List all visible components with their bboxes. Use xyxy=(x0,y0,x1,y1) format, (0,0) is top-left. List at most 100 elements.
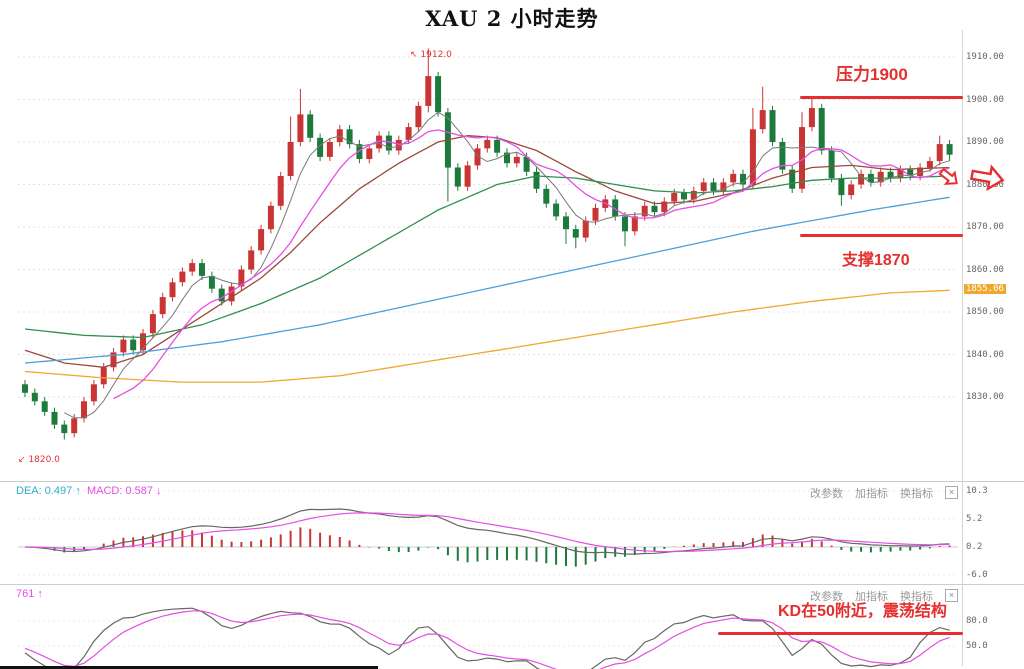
candle xyxy=(90,384,97,402)
candle xyxy=(100,367,107,385)
macd-value: MACD: 0.587 ↓ xyxy=(86,485,162,497)
main-price-chart[interactable] xyxy=(0,30,1024,487)
candle xyxy=(887,171,894,179)
peak-price-marker: ↖ 1912.0 xyxy=(410,50,452,60)
candle xyxy=(838,178,845,196)
candle xyxy=(858,173,865,185)
window-edge-bar xyxy=(0,666,378,669)
candle xyxy=(81,401,87,419)
resistance-line xyxy=(800,96,963,99)
kd-underline xyxy=(718,632,963,635)
axis-separator xyxy=(962,30,963,666)
candle xyxy=(366,148,373,159)
candle xyxy=(612,199,619,217)
candle xyxy=(248,250,255,270)
candle xyxy=(681,193,687,200)
candle xyxy=(759,110,766,130)
ma-line xyxy=(24,610,950,669)
candle xyxy=(946,144,953,155)
kdj-toolbar: 改参数 加指标 换指标 × xyxy=(798,587,958,605)
candle xyxy=(31,392,38,402)
ma-line xyxy=(24,508,950,555)
candle xyxy=(346,129,353,145)
candle xyxy=(395,139,402,151)
candle xyxy=(789,169,796,189)
low-price-marker: ↙ 1820.0 xyxy=(18,455,60,465)
candle xyxy=(671,193,678,202)
candle xyxy=(120,339,127,353)
chart-title: XAU 2 小时走势 xyxy=(425,6,599,31)
price-axis-label: 1840.00 xyxy=(966,349,1004,360)
kdj-readout: 761 ↑ xyxy=(16,588,43,600)
candle xyxy=(199,263,205,276)
kdj-axis-label: 80.0 xyxy=(966,616,988,626)
close-indicator-button[interactable]: × xyxy=(945,589,958,603)
candle xyxy=(661,201,668,213)
candle xyxy=(690,190,697,200)
peak-price-label: 1912.0 xyxy=(420,50,452,60)
candle xyxy=(877,171,884,183)
candle xyxy=(700,182,707,191)
indicator-toolbar-button[interactable]: 换指标 xyxy=(900,488,933,500)
price-axis-label: 1870.00 xyxy=(966,222,1004,232)
macd-panel-chart[interactable] xyxy=(0,482,1024,588)
big-right-arrow-icon xyxy=(970,164,1005,192)
candle xyxy=(769,110,776,142)
candle xyxy=(376,135,383,149)
indicator-toolbar-button[interactable]: 改参数 xyxy=(810,591,843,603)
candle xyxy=(513,156,520,164)
candle xyxy=(326,142,333,157)
candle xyxy=(779,142,786,170)
indicator-toolbar-button[interactable]: 加指标 xyxy=(855,591,888,603)
close-indicator-button[interactable]: × xyxy=(945,486,958,500)
ma-line xyxy=(113,129,950,400)
ma-line xyxy=(64,111,950,419)
candle xyxy=(523,156,530,172)
dea-value: DEA: 0.497 ↑ xyxy=(16,485,81,497)
candle xyxy=(848,184,855,196)
candle xyxy=(454,167,461,187)
macd-toolbar: 改参数 加指标 换指标 × xyxy=(798,484,958,502)
price-axis-label: 1900.00 xyxy=(966,94,1004,105)
price-axis-label: 1890.00 xyxy=(966,137,1004,147)
candle xyxy=(208,275,215,289)
kdj-panel-chart[interactable] xyxy=(0,585,1024,669)
ma-line xyxy=(24,175,950,339)
candle xyxy=(936,144,943,162)
candle xyxy=(287,142,294,176)
indicator-toolbar-button[interactable]: 加指标 xyxy=(855,488,888,500)
candle xyxy=(818,108,825,151)
macd-axis-label: 5.2 xyxy=(966,514,983,524)
candle xyxy=(533,171,540,189)
panel-separator xyxy=(0,481,1024,482)
price-axis-label: 1850.00 xyxy=(966,307,1004,317)
candle xyxy=(61,424,68,434)
candle xyxy=(405,127,412,140)
candle xyxy=(651,205,658,213)
candle xyxy=(710,182,717,191)
candle xyxy=(385,135,392,151)
candle xyxy=(130,339,137,351)
indicator-toolbar-button[interactable]: 换指标 xyxy=(900,591,933,603)
candle xyxy=(641,205,648,217)
candle xyxy=(808,108,815,128)
candle xyxy=(799,127,805,189)
price-axis-label: 1860.00 xyxy=(966,264,1004,275)
ma-line xyxy=(24,196,950,364)
candle xyxy=(415,105,422,128)
candle xyxy=(897,169,904,179)
kd-annotation: KD在50附近，震荡结构 xyxy=(778,603,947,620)
candle xyxy=(297,114,304,142)
macd-axis-label: 10.3 xyxy=(966,486,988,496)
candle xyxy=(504,152,510,164)
candle xyxy=(582,220,589,238)
candle xyxy=(110,352,117,368)
candle xyxy=(140,333,146,351)
candle xyxy=(169,282,176,298)
indicator-toolbar-button[interactable]: 改参数 xyxy=(810,488,843,500)
candle xyxy=(828,150,835,179)
peak-arrow-icon: ↖ xyxy=(410,50,418,60)
macd-axis-label: 0.2 xyxy=(966,542,983,552)
candle xyxy=(425,76,432,106)
candle xyxy=(464,165,471,187)
